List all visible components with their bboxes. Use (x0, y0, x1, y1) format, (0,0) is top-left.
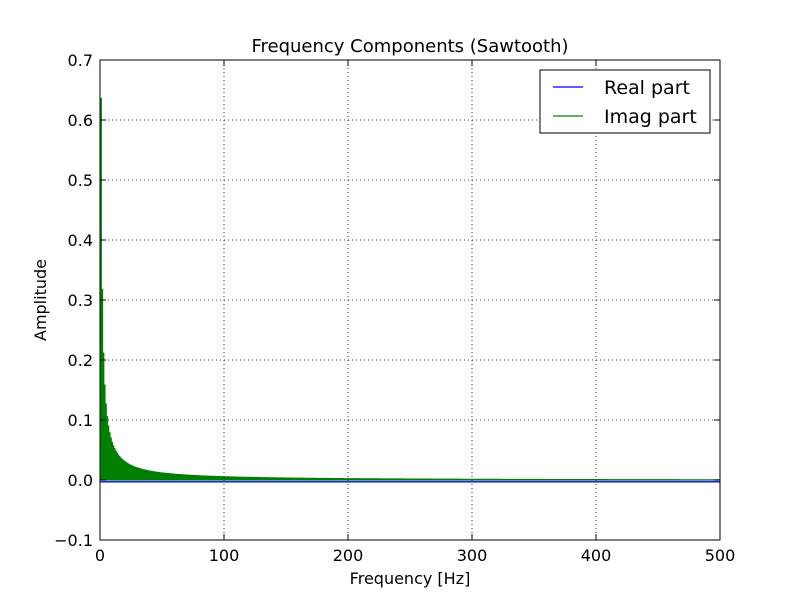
y-tick-label: −0.1 (54, 531, 93, 550)
imag-part-series (100, 97, 721, 481)
y-tick-label: 0.2 (68, 351, 93, 370)
chart-title: Frequency Components (Sawtooth) (251, 36, 568, 57)
x-tick-label: 400 (581, 546, 612, 565)
y-tick-label: 0.4 (68, 231, 93, 250)
legend-label-imag: Imag part (604, 106, 697, 128)
legend-label-real: Real part (604, 77, 690, 99)
y-tick-label: 0.7 (68, 51, 93, 70)
x-tick-label: 300 (457, 546, 488, 565)
x-tick-label: 100 (209, 546, 240, 565)
legend-box (539, 69, 711, 134)
x-tick-label: 500 (705, 546, 736, 565)
ticks: 0 100 200 300 400 500 −0.1 0.0 0.1 0.2 0.3 0.4 0.5 0.… (54, 51, 735, 565)
legend: Real part Imag part (539, 69, 711, 134)
y-tick-label: 0.5 (68, 171, 93, 190)
plot-data (100, 97, 721, 483)
x-axis-label: Frequency [Hz] (350, 569, 471, 588)
y-axis-label: Amplitude (31, 259, 50, 341)
y-tick-label: 0.0 (68, 471, 93, 490)
x-tick-label: 200 (333, 546, 364, 565)
y-tick-label: 0.6 (68, 111, 93, 130)
y-tick-label: 0.3 (68, 291, 93, 310)
x-tick-label: 0 (95, 546, 105, 565)
y-tick-label: 0.1 (68, 411, 93, 430)
